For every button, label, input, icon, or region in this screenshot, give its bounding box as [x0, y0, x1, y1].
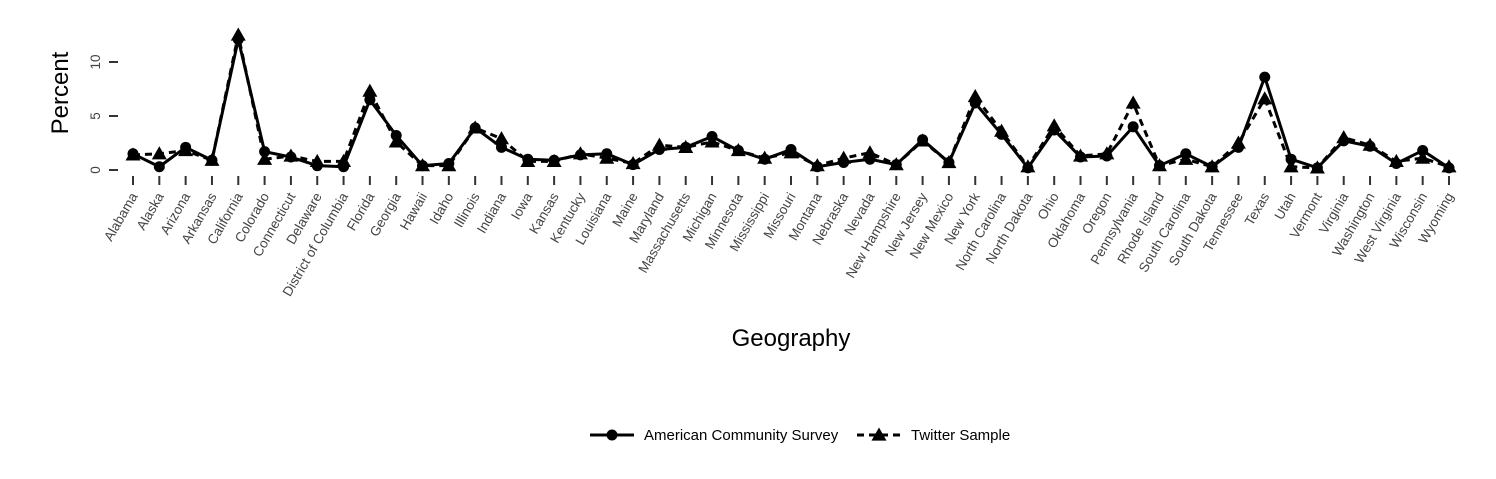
- triangle-point: [415, 158, 431, 172]
- triangle-point: [1125, 95, 1141, 109]
- circle-point: [1127, 121, 1139, 133]
- legend-circle-icon: [606, 429, 618, 441]
- triangle-point: [1283, 159, 1299, 173]
- y-tick-label: 0: [88, 166, 103, 174]
- triangle-point: [1441, 159, 1457, 173]
- y-tick-label: 5: [88, 112, 103, 120]
- triangle-point: [178, 143, 194, 157]
- legend-triangle-icon: [871, 427, 887, 441]
- triangle-point: [467, 120, 483, 134]
- triangle-point: [520, 153, 536, 167]
- triangle-point: [362, 83, 378, 97]
- legend-item: American Community Survey: [590, 427, 839, 444]
- triangle-point: [1257, 91, 1273, 105]
- triangle-point: [888, 157, 904, 171]
- legend-item: Twitter Sample: [857, 427, 1010, 444]
- legend: American Community Survey Twitter Sample: [590, 427, 1010, 444]
- legend-label: Twitter Sample: [911, 427, 1010, 444]
- triangle-point: [862, 145, 878, 159]
- x-axis: AlabamaAlaskaArizonaArkansasCaliforniaCo…: [101, 176, 1457, 299]
- triangle-point: [1309, 160, 1325, 174]
- triangle-point: [941, 154, 957, 169]
- triangle-point: [1020, 159, 1036, 173]
- triangle-point: [704, 134, 720, 148]
- triangle-point: [1415, 150, 1431, 164]
- series-twitter: [125, 27, 1457, 174]
- triangle-point: [678, 139, 694, 153]
- triangle-point: [809, 158, 825, 172]
- triangle-point: [230, 27, 246, 41]
- triangle-point: [783, 145, 799, 159]
- legend-label: American Community Survey: [644, 427, 839, 444]
- triangle-point: [1388, 153, 1404, 167]
- triangle-point: [125, 147, 141, 161]
- triangle-point: [1336, 130, 1352, 144]
- series-layer: [125, 27, 1457, 174]
- x-tick-label: Ohio: [1035, 190, 1062, 222]
- x-tick-label: Alabama: [101, 190, 141, 244]
- x-axis-title: Geography: [732, 325, 851, 352]
- triangle-point: [1362, 137, 1378, 151]
- triangle-point: [204, 152, 220, 166]
- triangle-point: [730, 143, 746, 157]
- triangle-point: [546, 153, 562, 167]
- triangle-point: [1099, 146, 1115, 160]
- y-axis-title: Percent: [47, 51, 74, 134]
- x-tick-label: Utah: [1271, 190, 1298, 222]
- triangle-point: [388, 134, 404, 148]
- triangle-point: [283, 148, 299, 162]
- circle-point: [1417, 145, 1429, 157]
- x-tick-label: Texas: [1242, 190, 1273, 228]
- triangle-point: [309, 153, 325, 167]
- y-tick-label: 10: [88, 54, 103, 69]
- circle-point: [1259, 71, 1271, 83]
- triangle-point: [1046, 118, 1062, 132]
- triangle-point: [1230, 135, 1246, 149]
- triangle-point: [151, 146, 167, 160]
- triangle-point: [915, 133, 931, 147]
- circle-point: [153, 161, 165, 173]
- triangle-point: [1204, 159, 1220, 173]
- triangle-point: [1178, 151, 1194, 165]
- triangle-point: [967, 89, 983, 103]
- triangle-point: [599, 150, 615, 164]
- y-axis: 0 5 10: [88, 54, 118, 174]
- triangle-point: [493, 131, 509, 145]
- triangle-point: [994, 123, 1010, 137]
- triangle-point: [625, 156, 641, 170]
- triangle-point: [336, 153, 352, 167]
- circle-point: [495, 141, 507, 153]
- triangle-point: [1151, 158, 1167, 172]
- triangle-point: [836, 150, 852, 164]
- triangle-point: [757, 150, 773, 164]
- triangle-point: [257, 151, 273, 165]
- triangle-point: [1073, 148, 1089, 162]
- triangle-point: [651, 137, 667, 151]
- triangle-point: [441, 158, 457, 172]
- x-tick-label: Iowa: [508, 190, 535, 223]
- triangle-point: [572, 146, 588, 160]
